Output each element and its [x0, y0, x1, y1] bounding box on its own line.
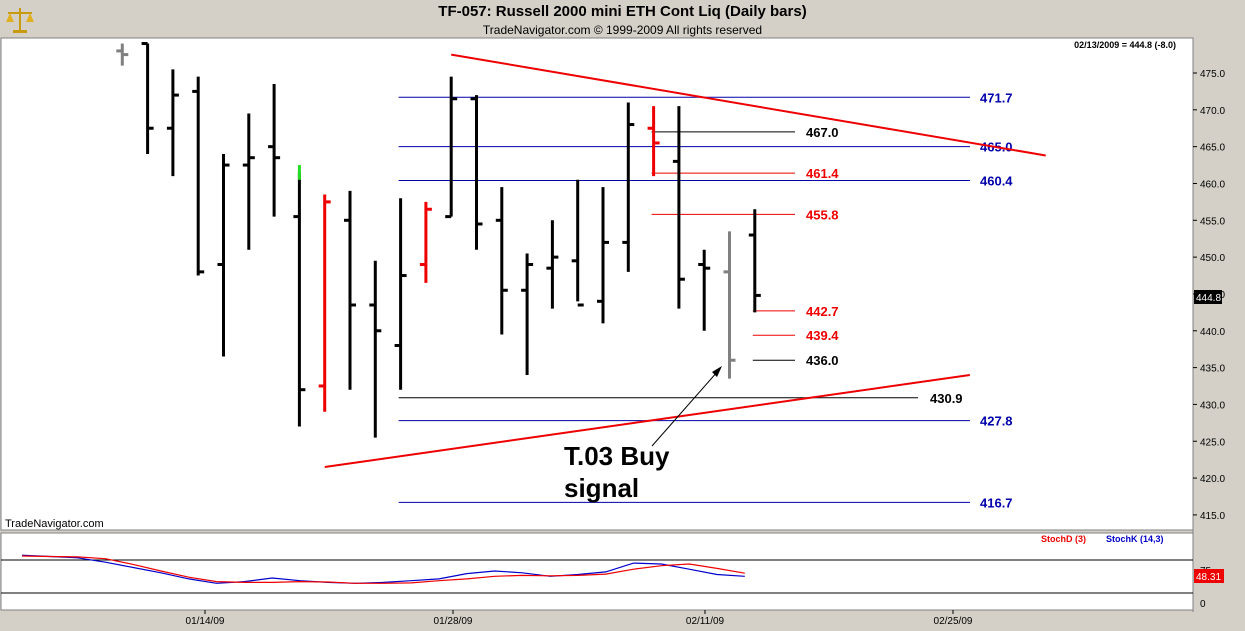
annotation-line-2: signal — [564, 473, 639, 503]
y-tick-label: 465.0 — [1200, 143, 1225, 154]
y-tick-label: 450.0 — [1200, 253, 1225, 264]
ohlc-bar — [597, 187, 609, 324]
y-tick-label: 455.0 — [1200, 216, 1225, 227]
ohlc-bars — [116, 42, 761, 438]
x-tick-label: 01/14/09 — [186, 616, 225, 627]
stochD-legend: StochD (3) — [1041, 534, 1086, 544]
ohlc-bar — [672, 106, 685, 309]
level-label: 455.8 — [806, 207, 839, 222]
watermark: TradeNavigator.com — [5, 518, 104, 530]
ohlc-bar — [521, 253, 534, 375]
y-tick-label: 430.0 — [1200, 400, 1225, 411]
ohlc-bar — [495, 187, 508, 335]
horizontal-levels: 471.7467.0465.0461.4460.4455.8442.7439.4… — [398, 90, 1013, 510]
y-tick-label: 475.0 — [1200, 69, 1225, 80]
annotation-arrow-line — [651, 370, 719, 447]
stoch-readout-value: 48.31 — [1196, 572, 1221, 583]
trendlines — [324, 53, 1046, 469]
level-label: 467.0 — [806, 125, 839, 140]
chart-subtitle: TradeNavigator.com © 1999-2009 All right… — [482, 23, 763, 37]
ohlc-bar — [116, 43, 129, 66]
ohlc-bar — [318, 194, 331, 412]
ohlc-bar — [470, 95, 483, 250]
ohlc-bar — [141, 42, 154, 155]
ohlc-bar — [293, 172, 306, 427]
ohlc-bar — [647, 106, 660, 177]
stochK-legend: StochK (14,3) — [1106, 534, 1164, 544]
ohlc-bar — [546, 220, 559, 309]
stochD-line — [21, 555, 745, 584]
stochastic-pane — [0, 532, 1194, 611]
ohlc-bar — [344, 190, 356, 390]
ohlc-bar — [268, 84, 281, 217]
trendline-upper — [451, 53, 1046, 157]
price-readout: 02/13/2009 = 444.8 (-8.0) — [1074, 40, 1176, 50]
level-label: 461.4 — [806, 166, 839, 181]
arrow-head-icon — [712, 366, 722, 377]
ohlc-bar — [698, 249, 711, 331]
level-label: 430.9 — [930, 391, 963, 406]
stoch-tick-label: 0 — [1200, 599, 1206, 610]
stoch-readout-tag: 48.31 — [1194, 569, 1224, 583]
y-tick-label: 420.0 — [1200, 474, 1225, 485]
annotation-line-1: T.03 Buy — [564, 441, 670, 471]
x-tick-label: 02/11/09 — [686, 616, 725, 627]
y-tick-label: 440.0 — [1200, 327, 1225, 338]
ohlc-bar — [192, 76, 205, 276]
stochK-line — [21, 554, 745, 584]
last-price-value: 444.8 — [1196, 293, 1221, 304]
ohlc-bar — [242, 113, 255, 250]
buy-signal-annotation: T.03 Buy signal — [564, 366, 722, 503]
ohlc-bar — [217, 154, 230, 357]
level-label: 439.4 — [806, 328, 839, 343]
y-tick-label: 425.0 — [1200, 437, 1225, 448]
level-label: 442.7 — [806, 304, 839, 319]
level-label: 460.4 — [980, 174, 1013, 189]
date-axis: 01/14/09 01/28/09 02/11/09 02/25/09 — [186, 610, 973, 627]
last-price-tag: 444.8 — [1194, 290, 1222, 304]
ohlc-bar — [748, 209, 761, 313]
scales-logo-icon — [6, 8, 34, 33]
ohlc-bar — [723, 231, 736, 379]
level-label: 436.0 — [806, 353, 839, 368]
ohlc-bar — [571, 179, 584, 307]
y-tick-label: 435.0 — [1200, 364, 1225, 375]
ohlc-bar — [394, 198, 407, 390]
ohlc-bar — [419, 201, 432, 283]
ohlc-bar — [166, 69, 179, 177]
ohlc-bar — [369, 260, 382, 438]
level-label: 416.7 — [980, 495, 1013, 510]
level-label: 471.7 — [980, 90, 1013, 105]
trendline-lower — [324, 373, 970, 469]
x-tick-label: 02/25/09 — [934, 616, 973, 627]
y-tick-label: 415.0 — [1200, 511, 1225, 522]
ohlc-bar — [622, 102, 635, 272]
x-tick-label: 01/28/09 — [434, 616, 473, 627]
y-tick-label: 460.0 — [1200, 179, 1225, 190]
y-tick-label: 470.0 — [1200, 106, 1225, 117]
level-label: 427.8 — [980, 414, 1013, 429]
chart-title: TF-057: Russell 2000 mini ETH Cont Liq (… — [438, 3, 807, 20]
ohlc-bar — [445, 76, 458, 219]
